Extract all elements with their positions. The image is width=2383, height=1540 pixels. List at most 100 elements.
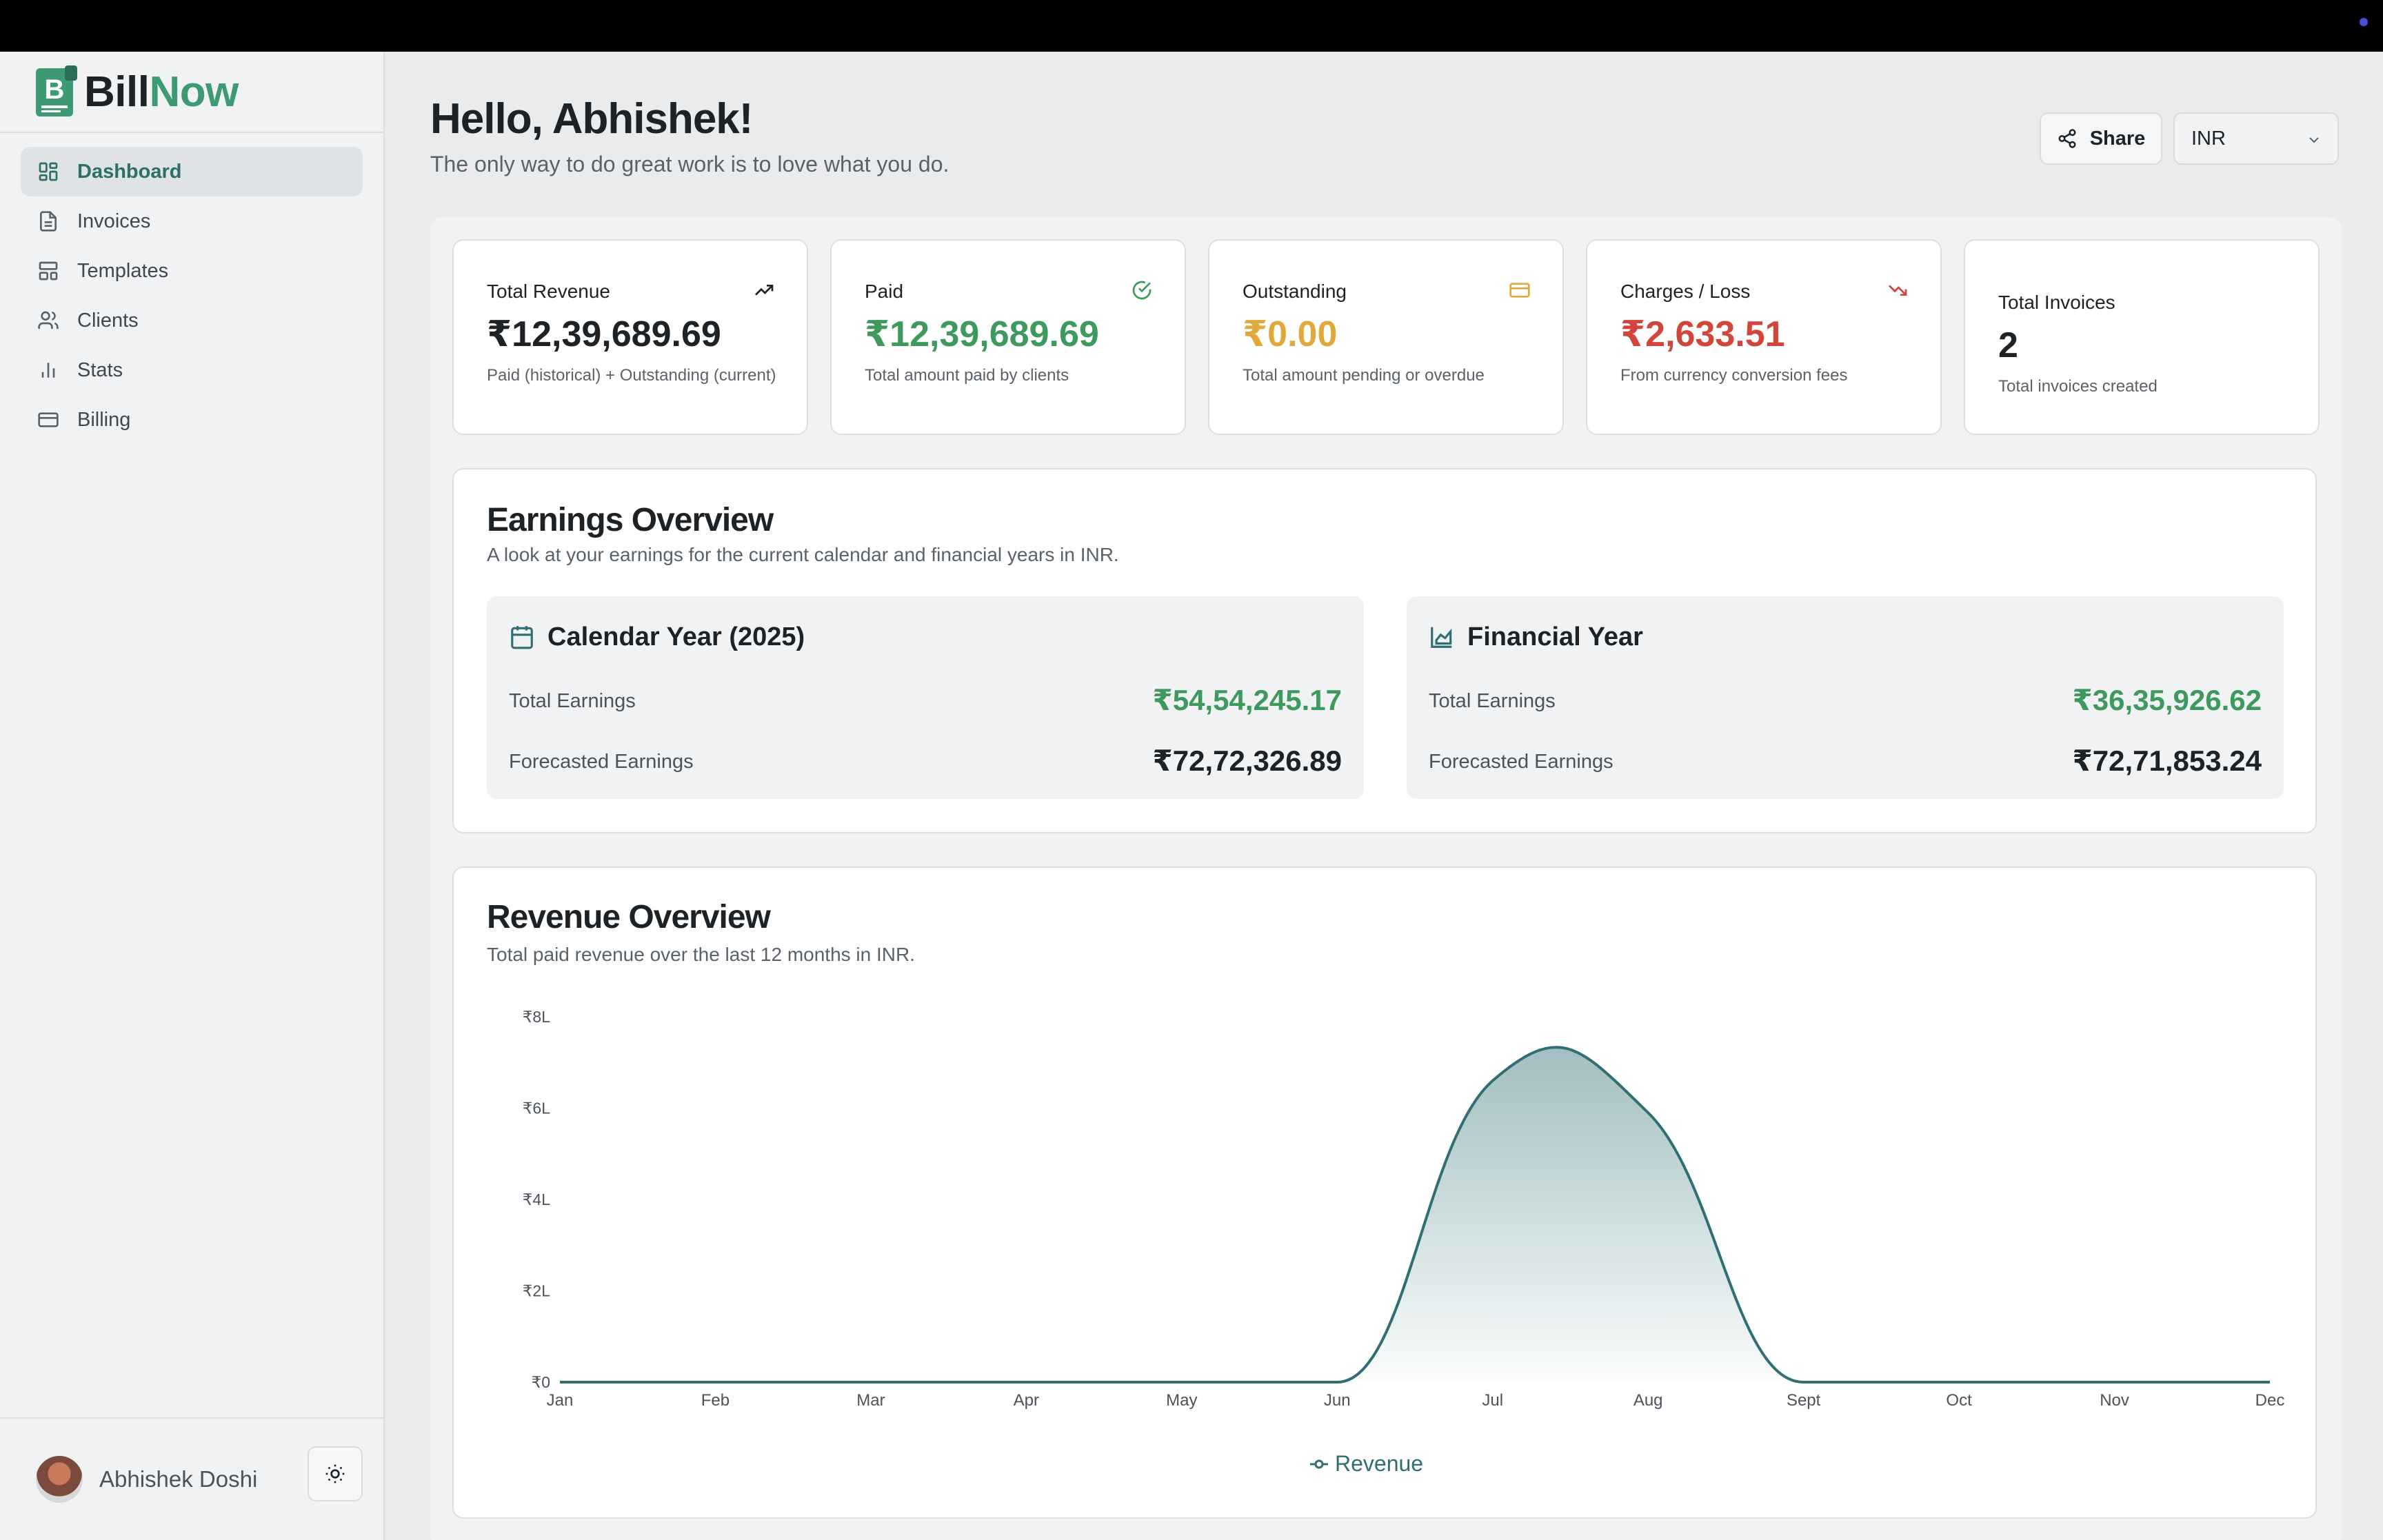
- theme-toggle-button[interactable]: [308, 1446, 363, 1501]
- user-name[interactable]: Abhishek Doshi: [99, 1466, 258, 1492]
- os-top-bar: [0, 0, 2383, 52]
- stat-value: ₹12,39,689.69: [487, 314, 721, 354]
- stat-label: Paid: [865, 281, 904, 302]
- brand[interactable]: B BillNow: [0, 52, 383, 133]
- share-icon: [2058, 129, 2076, 148]
- dashboard-icon: [39, 162, 58, 181]
- stat-card-total-revenue: Total Revenue ₹12,39,689.69 Paid (histor…: [452, 239, 808, 435]
- total-earnings-value: ₹54,54,245.17: [1152, 684, 1342, 716]
- sidebar-item-billing[interactable]: Billing: [21, 395, 363, 445]
- forecast-earnings-value: ₹72,72,326.89: [1152, 744, 1342, 777]
- x-tick-label: Nov: [2100, 1391, 2129, 1410]
- chart-legend[interactable]: Revenue: [1309, 1451, 1423, 1477]
- total-earnings-label: Total Earnings: [1429, 690, 1556, 712]
- sidebar-item-invoices[interactable]: Invoices: [21, 196, 363, 246]
- revenue-title: Revenue Overview: [487, 899, 771, 935]
- sun-icon: [325, 1464, 345, 1483]
- sidebar-item-label: Stats: [77, 358, 123, 381]
- calendar-year-title: Calendar Year (2025): [547, 622, 805, 651]
- quote: The only way to do great work is to love…: [430, 152, 949, 176]
- sidebar-item-clients[interactable]: Clients: [21, 296, 363, 345]
- legend-line-icon: [1310, 1459, 1328, 1468]
- stat-label: Total Invoices: [1998, 292, 2115, 313]
- sidebar-item-label: Templates: [77, 259, 169, 282]
- earnings-title: Earnings Overview: [487, 502, 774, 538]
- x-tick-label: Mar: [856, 1391, 885, 1410]
- stats-icon: [41, 363, 55, 378]
- y-tick-label: ₹6L: [523, 1100, 550, 1117]
- y-tick-label: ₹4L: [523, 1191, 550, 1208]
- sidebar-item-stats[interactable]: Stats: [21, 345, 363, 395]
- stat-desc: Total amount pending or overdue: [1243, 366, 1485, 385]
- sidebar-nav: Dashboard Invoices Templates Clients Sta…: [0, 133, 383, 458]
- stat-label: Charges / Loss: [1620, 281, 1751, 302]
- greeting: Hello, Abhishek! The only way to do grea…: [430, 94, 949, 177]
- billnow-logo-icon: B: [36, 65, 77, 116]
- currency-select[interactable]: INR: [2173, 112, 2339, 165]
- x-tick-label: Dec: [2255, 1391, 2285, 1410]
- sidebar-item-label: Invoices: [77, 210, 151, 232]
- x-tick-label: Aug: [1633, 1391, 1663, 1410]
- sidebar-footer: Abhishek Doshi: [0, 1417, 383, 1540]
- x-tick-label: Jan: [547, 1391, 574, 1410]
- forecast-earnings-value: ₹72,71,853.24: [2072, 744, 2262, 777]
- area-chart-icon: [1431, 627, 1452, 648]
- stat-desc: From currency conversion fees: [1620, 366, 1848, 385]
- revenue-overview-card: Revenue Overview Total paid revenue over…: [452, 867, 2317, 1519]
- revenue-line: [560, 1046, 2270, 1384]
- stat-desc: Paid (historical) + Outstanding (current…: [487, 366, 776, 385]
- status-dot: [2360, 18, 2368, 26]
- stat-desc: Total invoices created: [1998, 377, 2158, 396]
- total-earnings-label: Total Earnings: [509, 690, 636, 712]
- forecast-earnings-label: Forecasted Earnings: [509, 751, 694, 773]
- stat-value: ₹12,39,689.69: [865, 314, 1099, 354]
- sidebar-item-label: Dashboard: [77, 160, 182, 183]
- sidebar: B BillNow Dashboard Invoices Templates C…: [0, 52, 385, 1540]
- y-tick-label: ₹0: [532, 1373, 550, 1391]
- dashboard-panel: Total Revenue ₹12,39,689.69 Paid (histor…: [430, 217, 2342, 1540]
- page-title: Hello, Abhishek!: [430, 95, 753, 143]
- earnings-overview-card: Earnings Overview A look at your earning…: [452, 468, 2317, 833]
- billing-icon: [38, 412, 59, 427]
- credit-card-icon: [1509, 283, 1530, 298]
- stat-value: ₹0.00: [1243, 314, 1338, 354]
- stat-card-outstanding: Outstanding ₹0.00 Total amount pending o…: [1208, 239, 1564, 435]
- templates-icon: [39, 261, 58, 281]
- calendar-year-box: Calendar Year (2025) Total Earnings ₹54,…: [487, 596, 1364, 799]
- sidebar-item-label: Billing: [77, 408, 131, 431]
- stat-value: ₹2,633.51: [1620, 314, 1785, 354]
- legend-label: Revenue: [1335, 1451, 1424, 1476]
- x-tick-label: Feb: [701, 1391, 730, 1410]
- check-circle-icon: [1132, 281, 1152, 300]
- currency-value: INR: [2191, 127, 2226, 150]
- x-tick-label: Apr: [1014, 1391, 1039, 1410]
- main-content: Hello, Abhishek! The only way to do grea…: [385, 52, 2383, 1540]
- stat-desc: Total amount paid by clients: [865, 366, 1069, 385]
- trending-down-icon: [1889, 285, 1907, 296]
- chevron-down-icon: [2309, 137, 2319, 143]
- brand-name-part-bill: Bill: [84, 68, 150, 116]
- share-label: Share: [2089, 127, 2146, 150]
- x-tick-label: May: [1166, 1391, 1197, 1410]
- svg-text:B: B: [45, 74, 65, 105]
- stat-value: 2: [1998, 325, 2018, 365]
- trending-up-icon: [755, 285, 774, 296]
- y-tick-label: ₹2L: [523, 1282, 550, 1300]
- total-earnings-value: ₹36,35,926.62: [2072, 684, 2262, 716]
- x-tick-label: Jun: [1324, 1391, 1351, 1410]
- sidebar-item-templates[interactable]: Templates: [21, 246, 363, 296]
- y-tick-label: ₹8L: [523, 1008, 550, 1026]
- stat-label: Outstanding: [1243, 281, 1347, 302]
- earnings-subtitle: A look at your earnings for the current …: [487, 544, 1119, 565]
- share-button[interactable]: Share: [2040, 112, 2162, 165]
- x-tick-label: Oct: [1946, 1391, 1972, 1410]
- x-tick-label: Sept: [1787, 1391, 1821, 1410]
- x-tick-label: Jul: [1482, 1391, 1503, 1410]
- avatar[interactable]: [36, 1456, 83, 1503]
- sidebar-item-dashboard[interactable]: Dashboard: [21, 147, 363, 196]
- stat-card-charges-loss: Charges / Loss ₹2,633.51 From currency c…: [1586, 239, 1942, 435]
- stat-card-total-invoices: Total Invoices 2 Total invoices created: [1964, 239, 2320, 435]
- brand-name: BillNow: [84, 68, 239, 116]
- calendar-icon: [511, 626, 533, 649]
- stat-label: Total Revenue: [487, 281, 611, 302]
